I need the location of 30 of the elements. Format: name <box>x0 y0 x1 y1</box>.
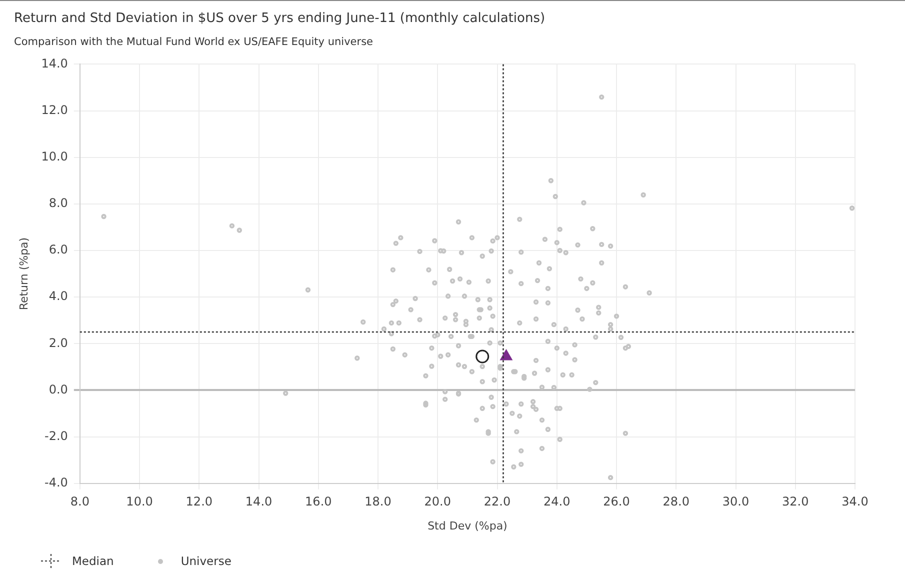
x-tick-label: 26.0 <box>603 494 630 509</box>
chart-title: Return and Std Deviation in $US over 5 yrs ending June-11 (monthly calculations) <box>14 11 546 26</box>
x-tick-label: 30.0 <box>722 494 750 509</box>
y-axis-title: Return (%pa) <box>17 237 30 310</box>
x-tick-label: 32.0 <box>782 494 809 509</box>
y-tick-label: -2.0 <box>44 428 68 443</box>
x-tick-label: 10.0 <box>126 494 153 509</box>
x-axis-title: Std Dev (%pa) <box>428 519 508 532</box>
x-tick-label: 28.0 <box>662 494 690 509</box>
x-tick-label: 14.0 <box>245 494 272 509</box>
y-tick-label: 4.0 <box>48 289 68 304</box>
y-tick-label: 14.0 <box>41 56 68 70</box>
x-tick-label: 16.0 <box>305 494 332 509</box>
x-tick-label: 8.0 <box>70 494 90 509</box>
y-tick-label: 0.0 <box>48 382 68 396</box>
y-tick-label: -4.0 <box>44 476 68 490</box>
chart-subtitle: Comparison with the Mutual Fund World ex US/EAFE Equity universe <box>14 36 373 48</box>
legend-label: Median <box>72 554 114 568</box>
y-tick-label: 6.0 <box>48 242 68 257</box>
y-tick-label: 10.0 <box>41 149 68 164</box>
x-tick-label: 24.0 <box>544 494 570 509</box>
x-tick-label: 20.0 <box>424 494 452 509</box>
x-tick-label: 22.0 <box>484 494 511 509</box>
y-tick-label: 8.0 <box>48 196 68 210</box>
y-tick-label: 12.0 <box>41 102 68 117</box>
legend-label: Universe <box>180 554 232 568</box>
y-tick-label: 2.0 <box>48 336 68 350</box>
x-tick-label: 34.0 <box>842 494 868 509</box>
x-tick-label: 18.0 <box>364 494 392 509</box>
x-tick-label: 12.0 <box>186 494 213 509</box>
